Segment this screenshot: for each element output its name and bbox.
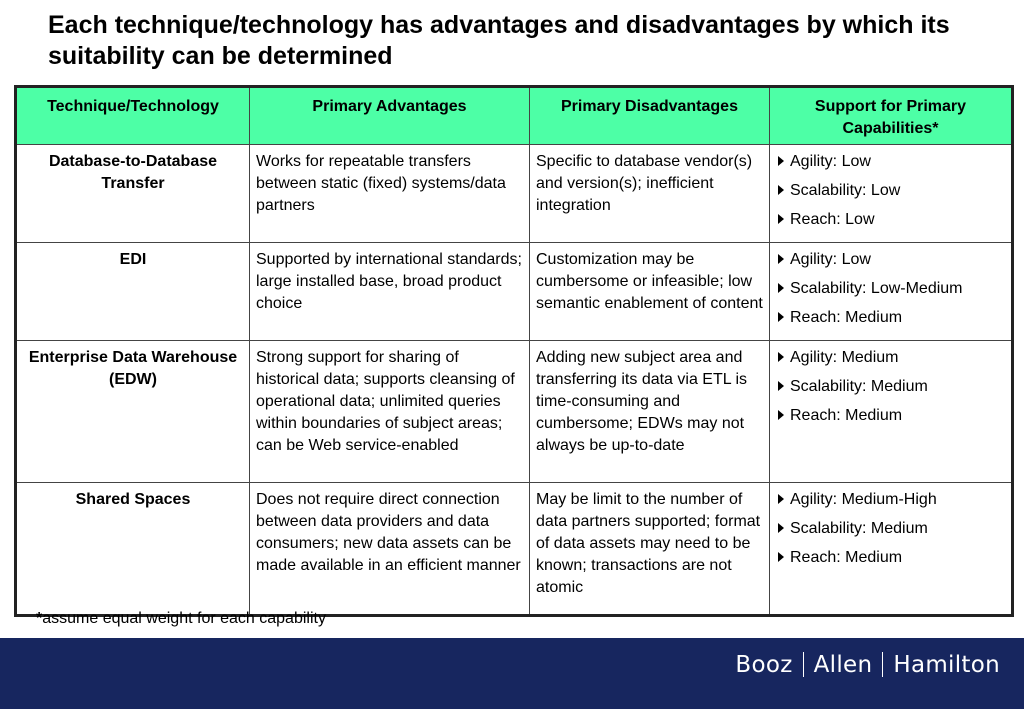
list-item: Reach: Medium bbox=[776, 405, 1005, 427]
triangle-right-bullet-icon bbox=[778, 523, 784, 533]
list-item: Agility: Low bbox=[776, 151, 1005, 173]
column-header-capabilities: Support for Primary Capabilities* bbox=[769, 86, 1013, 145]
capabilities-cell: Agility: Low Scalability: Low-Medium Rea… bbox=[769, 242, 1013, 341]
disadvantages-cell: May be limit to the number of data partn… bbox=[529, 482, 770, 616]
page-title: Each technique/technology has advantages… bbox=[48, 11, 950, 70]
column-header-disadvantages: Primary Disadvantages bbox=[529, 86, 770, 145]
table-row: Database-to-Database Transfer Works for … bbox=[15, 144, 1013, 243]
advantages-cell: Does not require direct connection betwe… bbox=[249, 482, 530, 616]
comparison-table: Technique/Technology Primary Advantages … bbox=[14, 85, 1014, 617]
brand-logo: Booz Allen Hamilton bbox=[735, 652, 1000, 678]
advantages-cell: Strong support for sharing of historical… bbox=[249, 340, 530, 483]
disadvantages-cell: Adding new subject area and transferring… bbox=[529, 340, 770, 483]
technique-cell: Database-to-Database Transfer bbox=[15, 144, 250, 243]
triangle-right-bullet-icon bbox=[778, 381, 784, 391]
list-item: Scalability: Medium bbox=[776, 518, 1005, 540]
triangle-right-bullet-icon bbox=[778, 156, 784, 166]
list-item: Agility: Medium bbox=[776, 347, 1005, 369]
capabilities-list: Agility: Low Scalability: Low Reach: Low bbox=[776, 151, 1005, 231]
advantages-cell: Supported by international standards; la… bbox=[249, 242, 530, 341]
list-item: Scalability: Low bbox=[776, 180, 1005, 202]
triangle-right-bullet-icon bbox=[778, 254, 784, 264]
footnote-text: assume equal weight for each capability bbox=[42, 610, 326, 627]
triangle-right-bullet-icon bbox=[778, 494, 784, 504]
brand-divider bbox=[882, 652, 884, 677]
capabilities-cell: Agility: Medium Scalability: Medium Reac… bbox=[769, 340, 1013, 483]
table-row: Enterprise Data Warehouse (EDW) Strong s… bbox=[15, 340, 1013, 483]
brand-divider bbox=[802, 652, 804, 677]
advantages-cell: Works for repeatable transfers between s… bbox=[249, 144, 530, 243]
list-item: Scalability: Low-Medium bbox=[776, 278, 1005, 300]
list-item: Scalability: Medium bbox=[776, 376, 1005, 398]
brand-word-3: Hamilton bbox=[893, 652, 1000, 678]
column-header-advantages: Primary Advantages bbox=[249, 86, 530, 145]
table-row: EDI Supported by international standards… bbox=[15, 242, 1013, 341]
footnote: *assume equal weight for each capability bbox=[36, 610, 326, 628]
technique-cell: Shared Spaces bbox=[15, 482, 250, 616]
triangle-right-bullet-icon bbox=[778, 283, 784, 293]
triangle-right-bullet-icon bbox=[778, 312, 784, 322]
technique-cell: Enterprise Data Warehouse (EDW) bbox=[15, 340, 250, 483]
capabilities-cell: Agility: Medium-High Scalability: Medium… bbox=[769, 482, 1013, 616]
triangle-right-bullet-icon bbox=[778, 214, 784, 224]
brand-word-1: Booz bbox=[735, 652, 793, 678]
capabilities-list: Agility: Low Scalability: Low-Medium Rea… bbox=[776, 249, 1005, 329]
table-row: Shared Spaces Does not require direct co… bbox=[15, 482, 1013, 616]
footnote-marker: * bbox=[36, 610, 43, 627]
list-item: Agility: Low bbox=[776, 249, 1005, 271]
table-header-row: Technique/Technology Primary Advantages … bbox=[15, 86, 1013, 145]
brand-word-2: Allen bbox=[813, 652, 873, 678]
list-item: Agility: Medium-High bbox=[776, 489, 1005, 511]
list-item: Reach: Medium bbox=[776, 547, 1005, 569]
disadvantages-cell: Specific to database vendor(s) and versi… bbox=[529, 144, 770, 243]
technique-cell: EDI bbox=[15, 242, 250, 341]
footer-bar: Booz Allen Hamilton bbox=[0, 638, 1024, 709]
list-item: Reach: Medium bbox=[776, 307, 1005, 329]
triangle-right-bullet-icon bbox=[778, 410, 784, 420]
list-item: Reach: Low bbox=[776, 209, 1005, 231]
disadvantages-cell: Customization may be cumbersome or infea… bbox=[529, 242, 770, 341]
triangle-right-bullet-icon bbox=[778, 552, 784, 562]
capabilities-list: Agility: Medium Scalability: Medium Reac… bbox=[776, 347, 1005, 427]
triangle-right-bullet-icon bbox=[778, 185, 784, 195]
capabilities-list: Agility: Medium-High Scalability: Medium… bbox=[776, 489, 1005, 569]
capabilities-cell: Agility: Low Scalability: Low Reach: Low bbox=[769, 144, 1013, 243]
column-header-technique: Technique/Technology bbox=[15, 86, 250, 145]
triangle-right-bullet-icon bbox=[778, 352, 784, 362]
